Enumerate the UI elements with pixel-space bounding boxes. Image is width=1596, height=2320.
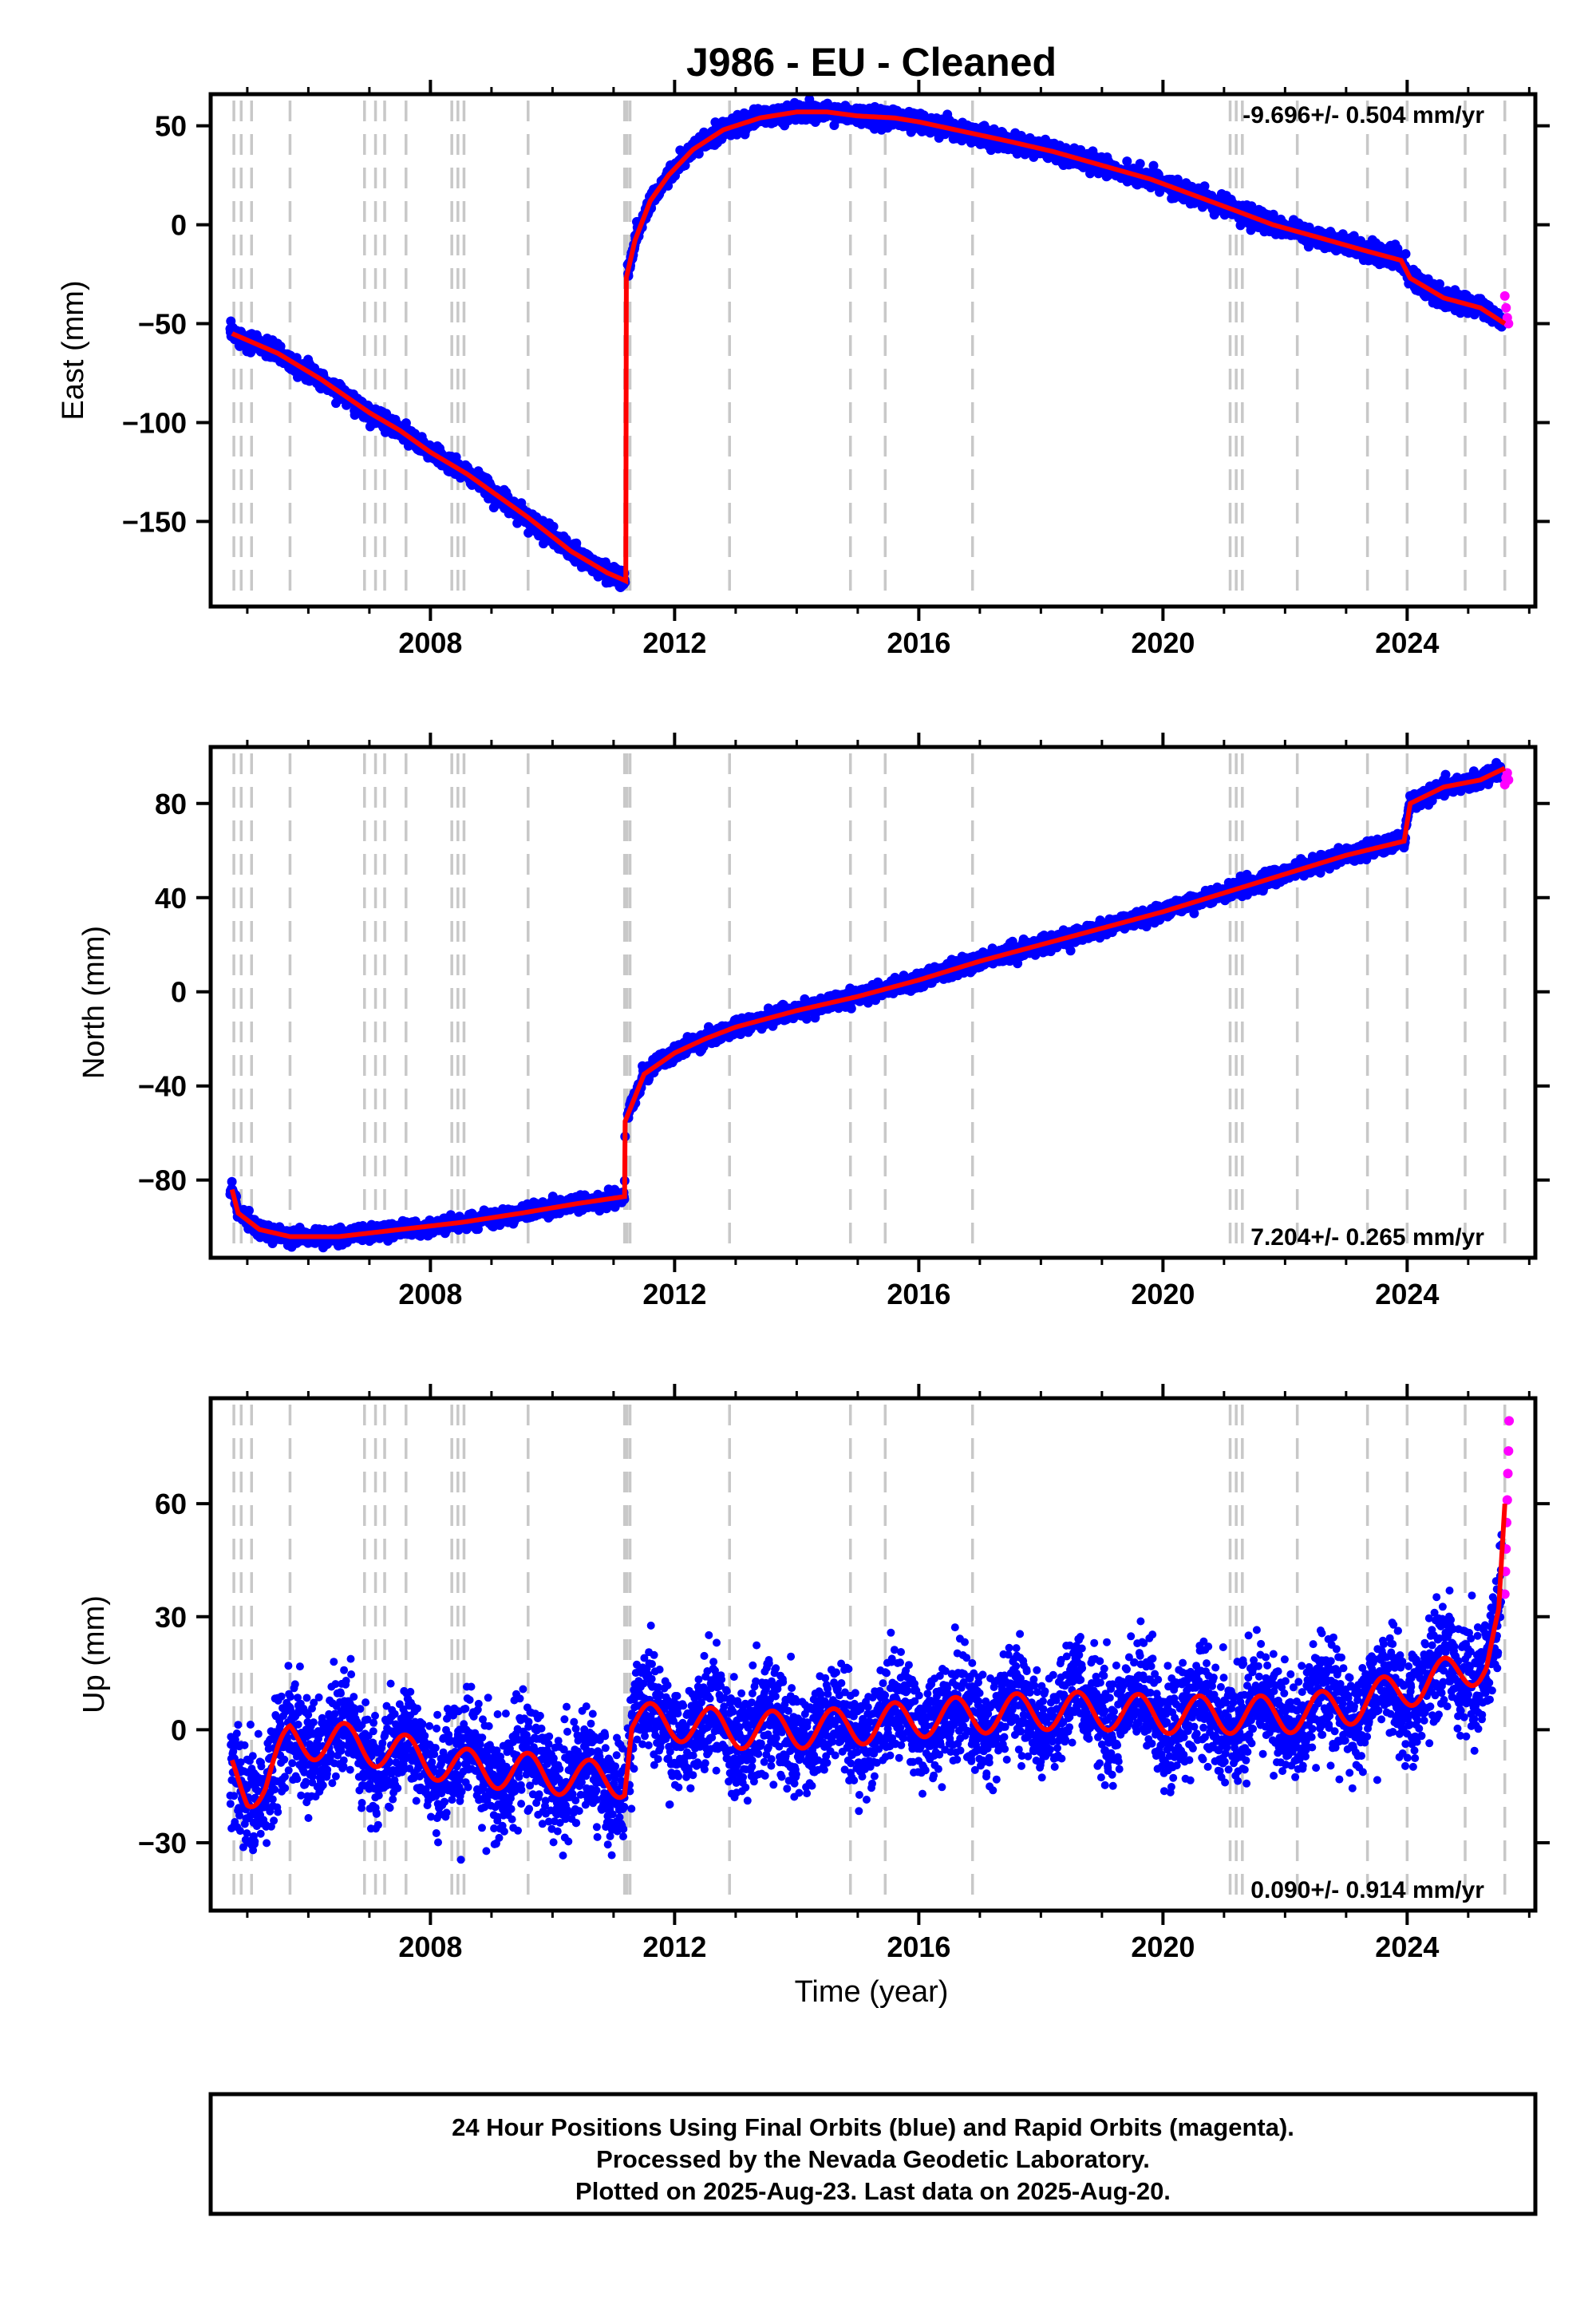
velocity-annotation: -9.696+/- 0.504 mm/yr (1242, 102, 1484, 128)
final-point (549, 522, 559, 532)
y-tick-label: −100 (122, 406, 187, 439)
x-tick-label: 2016 (887, 626, 950, 659)
final-point (1401, 249, 1411, 259)
final-point (244, 1206, 254, 1215)
y-axis-label: East (mm) (57, 280, 90, 420)
x-tick-label: 2020 (1131, 626, 1195, 659)
final-point (571, 539, 581, 548)
x-tick-label: 2012 (642, 626, 706, 659)
y-tick-label: −150 (122, 505, 187, 538)
final-point (1136, 159, 1145, 168)
rapid-point (1501, 303, 1511, 313)
final-point (1122, 156, 1132, 166)
y-tick-label: −50 (138, 308, 187, 341)
y-tick-label: 50 (155, 110, 187, 143)
rapid-point (1503, 319, 1513, 329)
x-tick-label: 2008 (398, 626, 462, 659)
x-tick-label: 2024 (1375, 626, 1439, 659)
chart-title: J986 - EU - Cleaned (686, 40, 1057, 85)
y-tick-label: 0 (171, 209, 187, 242)
rapid-point (1500, 291, 1510, 301)
